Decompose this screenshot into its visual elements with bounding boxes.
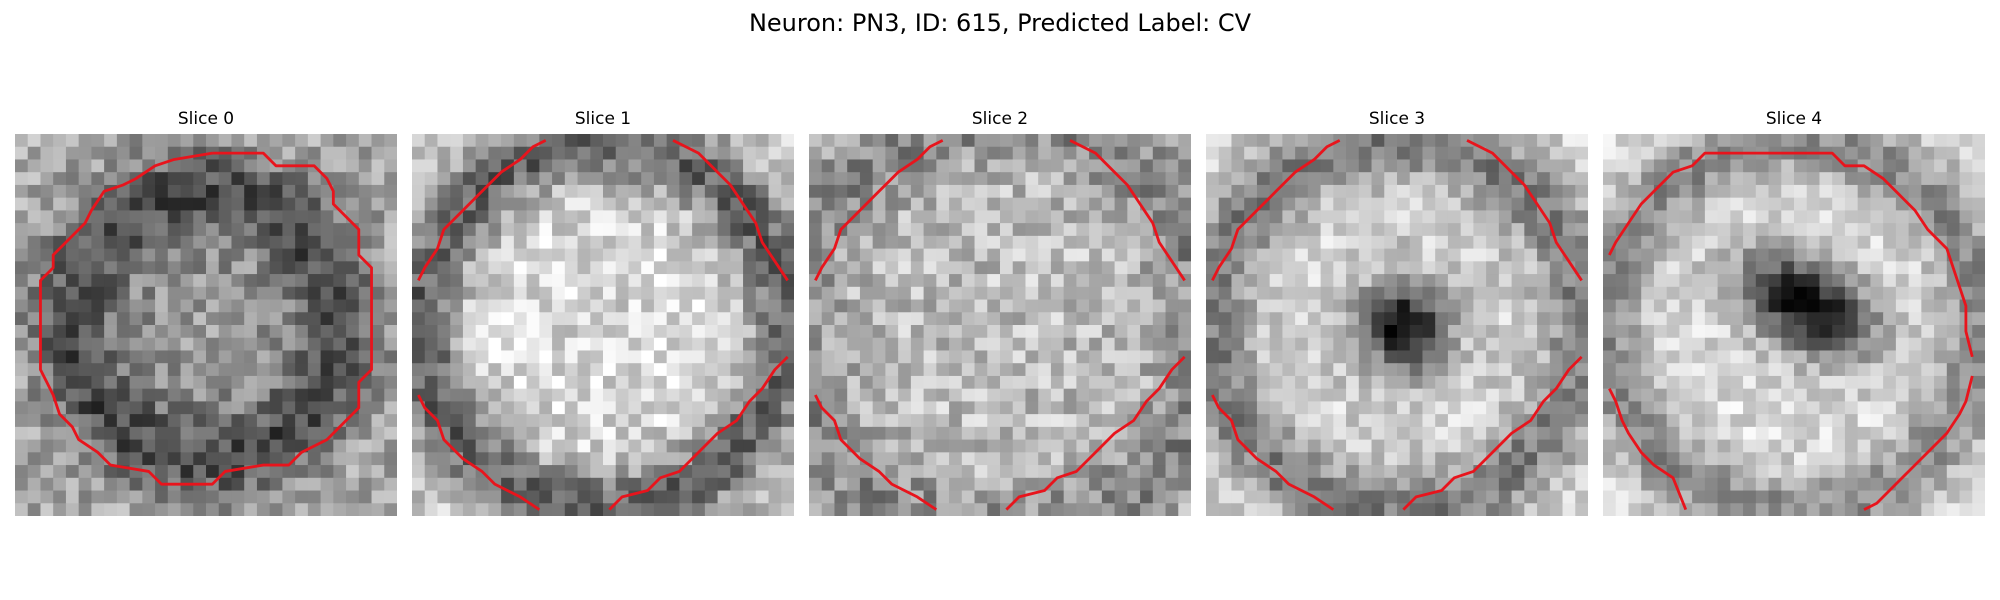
contour-line-2-2 <box>814 394 938 511</box>
slice-title-2: Slice 2 <box>971 109 1029 129</box>
slice-panel-1: Slice 1 <box>412 108 794 516</box>
slice-panel-3: Slice 3 <box>1206 108 1588 516</box>
contour-line-2-3 <box>1005 355 1186 511</box>
contour-line-3-3 <box>1402 355 1583 511</box>
slice-title-4: Slice 4 <box>1765 109 1823 129</box>
slice-title-1: Slice 1 <box>574 109 632 129</box>
contour-line-1-2 <box>417 394 541 511</box>
contour-line-4-0 <box>1608 151 1974 358</box>
contour-line-1-0 <box>417 139 547 282</box>
slice-image-3 <box>1206 134 1588 516</box>
slice-panel-4: Slice 4 <box>1603 108 1985 516</box>
figure-title: Neuron: PN3, ID: 615, Predicted Label: C… <box>748 9 1252 37</box>
slice-image-4 <box>1603 134 1985 516</box>
contour-line-1-1 <box>672 139 789 282</box>
contour-line-3-0 <box>1211 139 1341 282</box>
slice-title-3: Slice 3 <box>1368 109 1426 129</box>
slice-image-1 <box>412 134 794 516</box>
slice-image-2 <box>809 134 1191 516</box>
slice-panel-2: Slice 2 <box>809 108 1191 516</box>
contour-line-3-1 <box>1466 139 1583 282</box>
slice-panel-0: Slice 0 <box>15 108 397 516</box>
contour-line-1-3 <box>608 355 789 511</box>
slice-title-0: Slice 0 <box>177 109 235 129</box>
contour-line-4-1 <box>1608 388 1688 511</box>
contour-line-2-0 <box>814 139 944 282</box>
contour-line-0-0 <box>39 151 373 486</box>
contour-line-3-2 <box>1211 394 1335 511</box>
contour-line-2-1 <box>1069 139 1186 282</box>
slice-image-0 <box>15 134 397 516</box>
contour-line-4-2 <box>1863 375 1974 511</box>
